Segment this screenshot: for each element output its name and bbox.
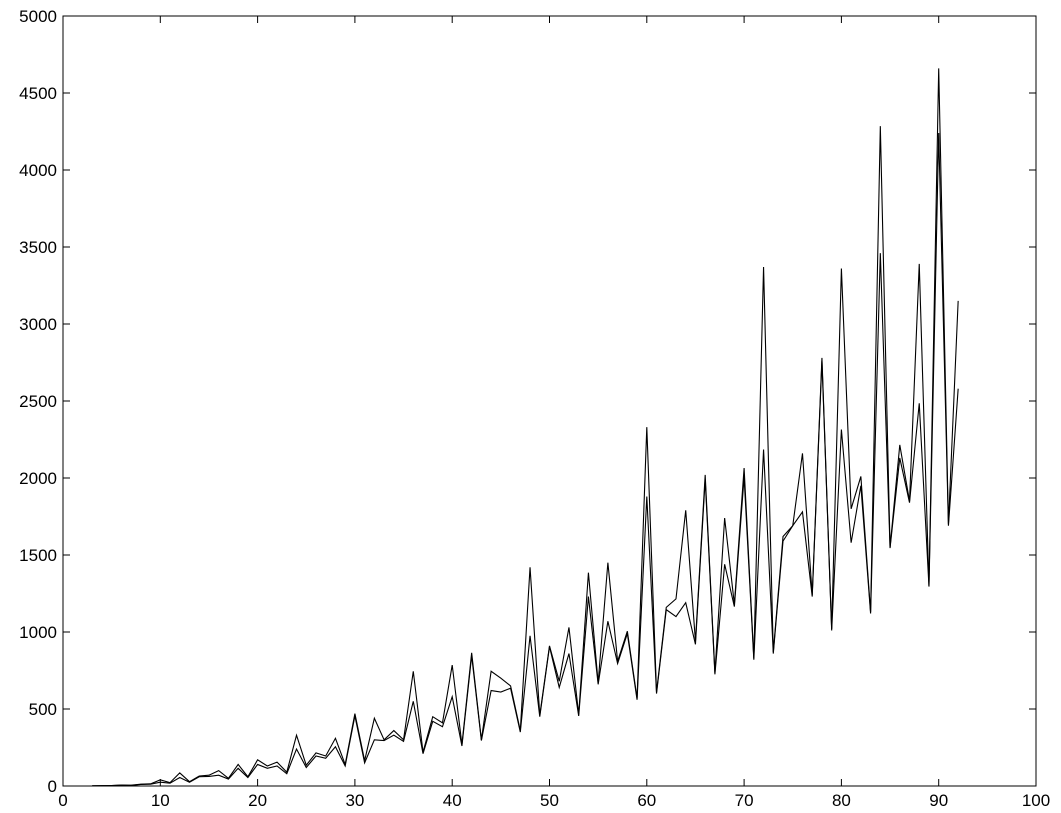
y-tick-label: 4000 — [19, 161, 57, 180]
y-tick-label: 4500 — [19, 84, 57, 103]
axis-ticks — [63, 16, 1036, 786]
x-tick-label: 30 — [345, 791, 364, 810]
x-tick-label: 40 — [443, 791, 462, 810]
x-tick-labels: 0 10 20 30 40 50 60 70 80 90 100 — [58, 791, 1050, 810]
y-tick-label: 3000 — [19, 315, 57, 334]
y-tick-label: 1000 — [19, 623, 57, 642]
y-tick-label: 5000 — [19, 7, 57, 26]
x-tick-label: 60 — [637, 791, 656, 810]
y-tick-label: 3500 — [19, 238, 57, 257]
series-line-2 — [92, 133, 958, 786]
y-tick-label: 2000 — [19, 469, 57, 488]
y-tick-label: 0 — [48, 777, 57, 796]
y-tick-label: 500 — [29, 700, 57, 719]
x-tick-label: 0 — [58, 791, 67, 810]
series-line-1 — [92, 68, 958, 785]
x-tick-label: 80 — [832, 791, 851, 810]
x-tick-label: 70 — [735, 791, 754, 810]
plot-frame — [63, 16, 1036, 786]
y-tick-labels: 0 500 1000 1500 2000 2500 3000 3500 4000 4500 5000 — [19, 7, 57, 796]
x-tick-label: 50 — [540, 791, 559, 810]
y-tick-label: 1500 — [19, 546, 57, 565]
y-tick-label: 2500 — [19, 392, 57, 411]
series-lines — [92, 68, 958, 785]
x-tick-label: 100 — [1022, 791, 1050, 810]
x-tick-label: 90 — [929, 791, 948, 810]
x-tick-label: 10 — [151, 791, 170, 810]
x-tick-label: 20 — [248, 791, 267, 810]
